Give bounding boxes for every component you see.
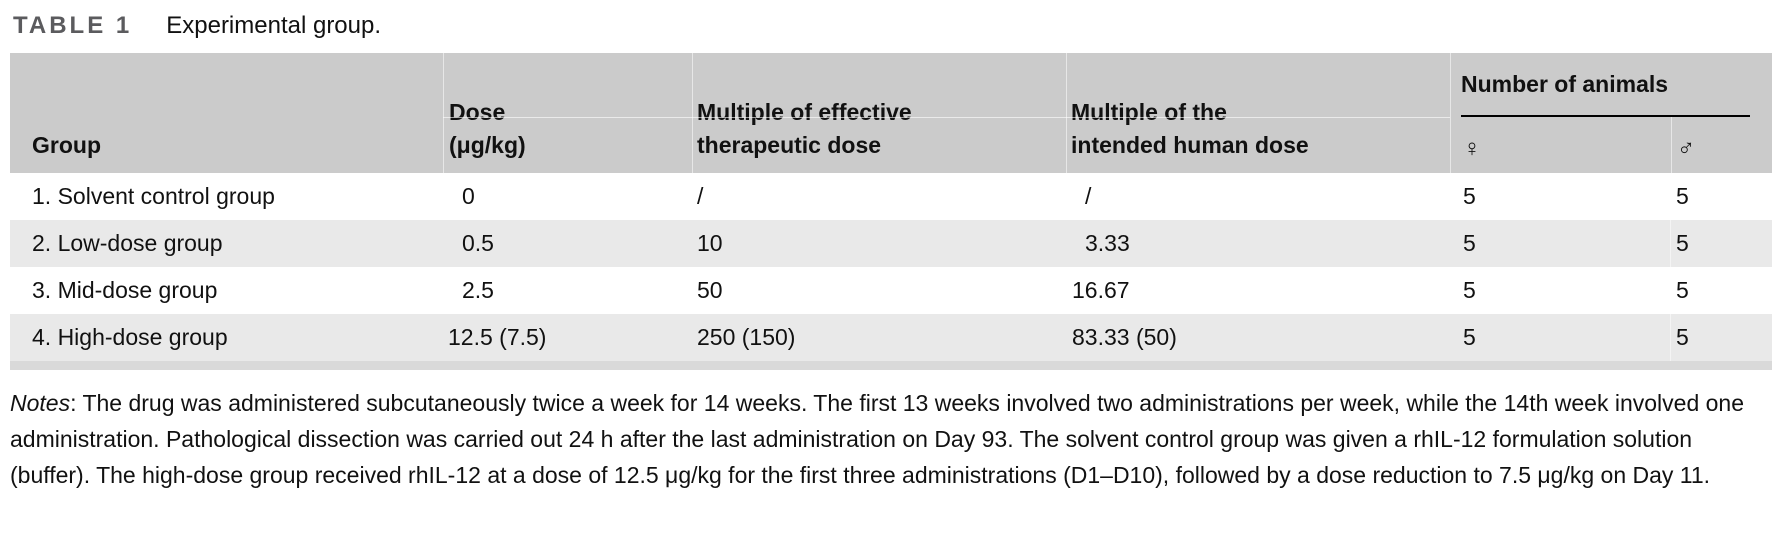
table-bottom-border: [10, 361, 1772, 370]
cell-multiple-intended: 16.67: [1072, 277, 1130, 303]
header-cell-number-of-animals: Number of animals ♀ ♂: [1450, 53, 1772, 173]
header-mult-int-line2: intended human dose: [1071, 132, 1309, 158]
cell-dose: 2.5: [462, 277, 494, 303]
notes-text: : The drug was administered subcutaneous…: [10, 390, 1745, 488]
cell-multiple-effective: 10: [697, 230, 723, 256]
table-row: 4. High-dose group 12.5 (7.5) 250 (150) …: [10, 314, 1772, 361]
cell-dose: 0.5: [462, 230, 494, 256]
header-dose-line1: Dose: [449, 99, 506, 125]
cell-multiple-intended: 3.33: [1085, 230, 1130, 256]
cell-male-count: 5: [1670, 220, 1772, 267]
cell-multiple-intended: 83.33 (50): [1072, 324, 1177, 350]
cell-group: 2. Low-dose group: [32, 230, 223, 256]
male-icon: ♂: [1671, 117, 1773, 173]
header-cell-group: Group: [10, 53, 443, 173]
table-row: 3. Mid-dose group 2.5 50 16.67 5 5: [10, 267, 1772, 314]
table-title: Experimental group.: [166, 12, 382, 39]
cell-female-count: 5: [1463, 324, 1476, 350]
header-mult-int-line1: Multiple of the: [1071, 99, 1227, 125]
notes-label: Notes: [10, 390, 71, 416]
header-cell-multiple-effective: Multiple of effective therapeutic dose: [692, 53, 1066, 173]
sex-subcolumns: ♀ ♂: [1451, 117, 1772, 173]
table-notes: Notes: The drug was administered subcuta…: [10, 385, 1766, 493]
header-divider-rule: [1461, 115, 1750, 117]
cell-group: 4. High-dose group: [32, 324, 228, 350]
experimental-group-table: Group Dose (μg/kg) Multiple of effective…: [10, 53, 1772, 370]
cell-male-count: 5: [1670, 267, 1772, 314]
cell-female-count: 5: [1463, 183, 1476, 209]
table-label: TABLE 1: [13, 12, 133, 39]
cell-group: 3. Mid-dose group: [32, 277, 218, 303]
table-row: 1. Solvent control group 0 / / 5 5: [10, 173, 1772, 220]
cell-group: 1. Solvent control group: [32, 183, 275, 209]
cell-dose: 12.5 (7.5): [448, 324, 547, 350]
cell-female-count: 5: [1463, 277, 1476, 303]
header-group-label: Group: [32, 132, 101, 158]
cell-male-count: 5: [1670, 173, 1772, 220]
number-of-animals-label: Number of animals: [1461, 71, 1669, 97]
header-row-split-line: [443, 117, 1450, 118]
header-cell-dose: Dose (μg/kg): [443, 53, 692, 173]
header-mult-eff-line2: therapeutic dose: [697, 132, 882, 158]
table-header: Group Dose (μg/kg) Multiple of effective…: [10, 53, 1772, 173]
header-dose-line2: (μg/kg): [449, 132, 526, 158]
female-icon: ♀: [1463, 135, 1481, 162]
table-row: 2. Low-dose group 0.5 10 3.33 5 5: [10, 220, 1772, 267]
cell-dose: 0: [462, 183, 475, 209]
cell-multiple-effective: 50: [697, 277, 723, 303]
cell-multiple-effective: 250 (150): [697, 324, 796, 350]
cell-multiple-effective: /: [697, 183, 704, 209]
header-mult-eff-line1: Multiple of effective: [697, 99, 912, 125]
header-cell-multiple-intended: Multiple of the intended human dose: [1066, 53, 1450, 173]
cell-female-count: 5: [1463, 230, 1476, 256]
cell-multiple-intended: /: [1085, 183, 1092, 209]
table-caption: TABLE 1 Experimental group.: [0, 0, 1780, 53]
cell-male-count: 5: [1670, 314, 1772, 361]
